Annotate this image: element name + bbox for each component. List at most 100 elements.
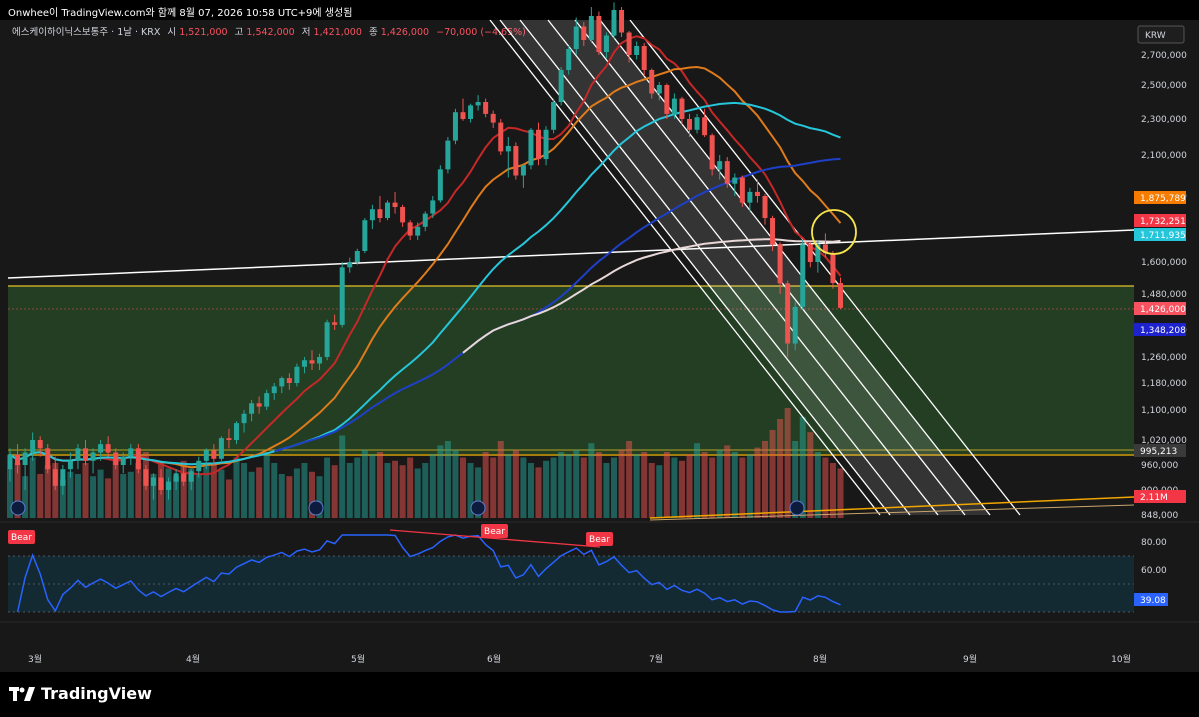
candle-body (520, 165, 526, 176)
candle-body (407, 222, 413, 236)
volume-bar (490, 457, 497, 518)
volume-bar (505, 454, 512, 518)
volume-bar (210, 463, 217, 518)
long-ma-line (649, 496, 1135, 519)
support-trendline (7, 229, 1135, 279)
volume-bar (784, 408, 791, 518)
candle-body (339, 267, 345, 325)
event-marker-badge (10, 500, 26, 516)
tradingview-logo-icon (9, 686, 35, 701)
candle-body (611, 10, 617, 36)
support-zone (8, 286, 1134, 456)
price-tag: 2.11M (1140, 493, 1168, 503)
candle-body (747, 191, 753, 203)
volume-bar (218, 469, 225, 518)
volume-bar (497, 441, 504, 518)
volume-bar (837, 468, 844, 518)
volume-bar (754, 447, 761, 518)
ma-40-line (9, 101, 841, 466)
volume-bar (225, 479, 232, 518)
candle-body (558, 70, 564, 102)
candle-body (143, 469, 149, 486)
bear-label-text: Bear (484, 527, 505, 537)
candle-body (687, 119, 692, 130)
tradingview-logo[interactable]: TradingView (9, 684, 152, 703)
volume-bar (580, 457, 587, 518)
legend-open: 1,521,000 (179, 27, 227, 38)
candle-body (45, 448, 51, 470)
volume-bar (527, 463, 534, 518)
volume-bar (656, 465, 663, 518)
price-tick: 1,100,000 (1141, 406, 1187, 416)
volume-bar (777, 419, 784, 518)
candle-body (475, 102, 481, 106)
candle-body (505, 146, 511, 152)
price-tag-box (1134, 323, 1186, 336)
volume-bar (573, 449, 580, 518)
candle-body (128, 448, 134, 457)
candle-body (762, 196, 768, 218)
price-tick: 848,000 (1141, 511, 1178, 521)
volume-bar (59, 479, 66, 518)
candle-body (22, 452, 28, 465)
candle-body (528, 129, 534, 166)
currency-label: KRW (1145, 31, 1166, 41)
candle-body (226, 438, 232, 440)
volume-bar (346, 463, 353, 518)
tradingview-wordmark: TradingView (41, 684, 152, 703)
legend-close: 1,426,000 (381, 27, 429, 38)
candle-body (354, 251, 360, 262)
bear-label-box (8, 530, 35, 544)
price-tag: 1,426,000 (1140, 305, 1186, 315)
candle-body (717, 161, 723, 170)
channel-line (547, 19, 939, 516)
rsi-tick: 60.00 (1141, 566, 1167, 576)
candle-body (385, 202, 390, 218)
rsi-band (8, 556, 1134, 612)
volume-bar (452, 449, 459, 518)
candle-body (324, 322, 330, 357)
price-tick: 1,020,000 (1141, 436, 1187, 446)
candle-body (452, 112, 458, 141)
volume-bar (716, 449, 723, 518)
event-marker-badge (789, 500, 805, 516)
price-tag-box (1134, 228, 1186, 241)
volume-bar (814, 452, 821, 518)
volume-bar (467, 463, 474, 518)
volume-bar (512, 449, 519, 518)
candle-body (286, 378, 292, 383)
candle-body (369, 209, 375, 221)
candle-body (498, 122, 504, 152)
candle-body (135, 448, 141, 470)
volume-bar (633, 454, 640, 518)
volume-bar (663, 452, 670, 518)
candle-body (196, 460, 202, 472)
candle-body (181, 473, 187, 482)
time-tick: 5월 (351, 653, 365, 665)
candle-body (626, 32, 632, 55)
currency-box[interactable] (1137, 25, 1185, 44)
volume-bar (762, 441, 768, 518)
time-tick: 10월 (1111, 653, 1131, 665)
candle-body (120, 456, 126, 465)
channel-line (499, 19, 891, 516)
volume-bar (105, 478, 112, 518)
time-tick: 7월 (649, 653, 663, 665)
volume-bar (678, 460, 685, 518)
price-tick: 2,100,000 (1141, 151, 1187, 161)
volume-bar (7, 468, 13, 518)
candle-body (332, 322, 338, 325)
volume-bar (369, 454, 376, 518)
candle-body (430, 200, 436, 214)
legend-close-label: 종 (369, 27, 378, 38)
volume-bar (475, 467, 482, 518)
price-tick: 960,000 (1141, 461, 1178, 471)
candle-body (656, 85, 662, 94)
legend-symbol: 에스케이하이닉스보통주 · 1날 · KRX (12, 26, 161, 38)
event-marker (470, 500, 486, 516)
volume-bar (90, 476, 97, 518)
candle-body (785, 283, 791, 344)
candle-body (60, 469, 66, 486)
candle-body (551, 102, 557, 130)
